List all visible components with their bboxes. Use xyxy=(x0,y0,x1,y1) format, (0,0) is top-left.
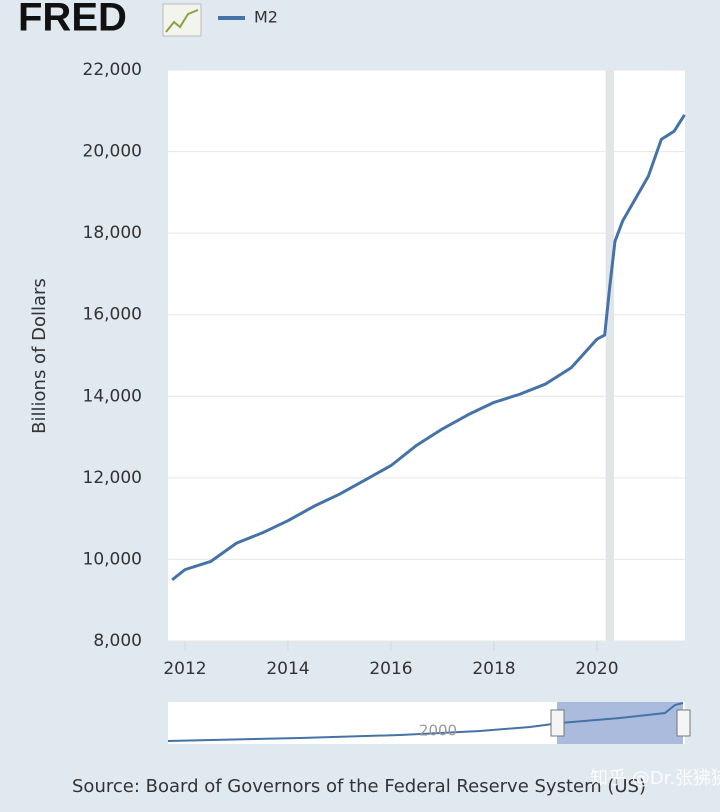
y-tick-label: 10,000 xyxy=(83,549,142,569)
recession-band xyxy=(605,70,614,641)
x-tick-label: 2014 xyxy=(266,659,309,679)
y-tick-label: 18,000 xyxy=(83,223,142,243)
brand-logo: FRED xyxy=(18,0,127,40)
y-tick-label: 16,000 xyxy=(83,305,142,325)
data-line xyxy=(171,114,686,581)
navigator-selection xyxy=(557,702,683,744)
x-tick-label: 2016 xyxy=(369,659,412,679)
y-tick-label: 20,000 xyxy=(83,142,142,162)
y-tick-label: 14,000 xyxy=(83,386,142,406)
source-note: Source: Board of Governors of the Federa… xyxy=(72,776,646,797)
logo-icon xyxy=(162,3,202,37)
watermark: 知乎 @Dr.张狒狒 xyxy=(590,768,720,789)
y-axis-label: Billions of Dollars xyxy=(29,278,50,434)
x-tick-label: 2012 xyxy=(163,659,206,679)
x-tick-label: 2018 xyxy=(472,659,515,679)
y-tick-label: 22,000 xyxy=(83,60,142,80)
navigator-handle[interactable] xyxy=(676,709,691,737)
logo-icon-line xyxy=(165,9,199,33)
navigator-line xyxy=(167,702,684,742)
legend-label: M2 xyxy=(254,8,278,27)
y-tick-label: 8,000 xyxy=(93,631,142,651)
y-tick-label: 12,000 xyxy=(83,468,142,488)
plot-area xyxy=(168,70,685,641)
x-tick-label: 2020 xyxy=(575,659,618,679)
navigator-label: 2000 xyxy=(419,722,457,740)
navigator-handle[interactable] xyxy=(550,709,565,737)
